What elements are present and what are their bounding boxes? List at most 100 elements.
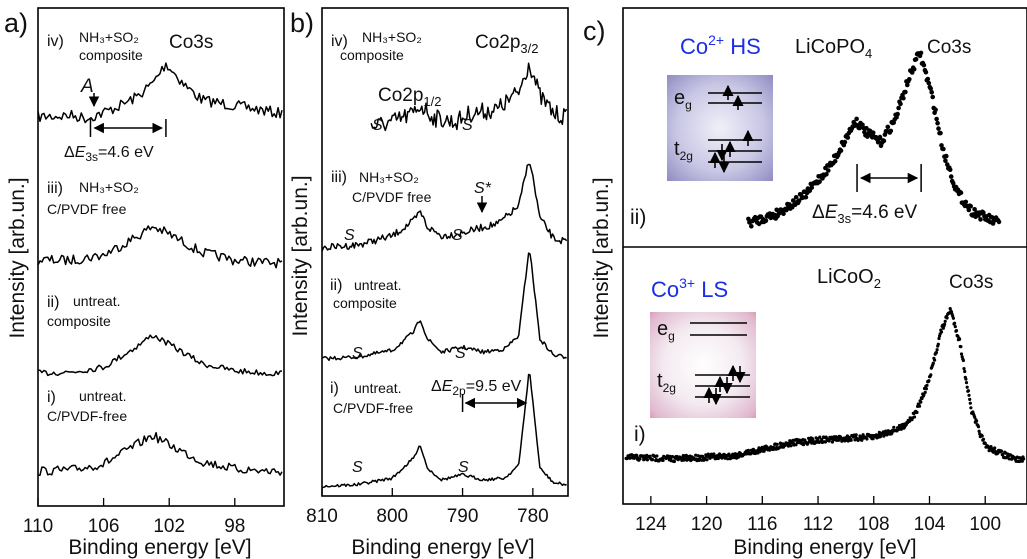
c-i-point-486 <box>929 373 933 377</box>
c-delta-sub: 3s <box>837 211 851 226</box>
c-i-point-427 <box>892 425 896 429</box>
c-i-point-532 <box>958 337 962 341</box>
c-ii-point-111 <box>854 116 859 122</box>
c-ii-point-52 <box>796 198 802 203</box>
c-i-point-559 <box>975 419 979 423</box>
c-i-point-599 <box>1000 449 1004 453</box>
c-i-point-548 <box>968 397 972 401</box>
c-ii-compound-sub: 4 <box>865 46 872 61</box>
b-delta-value: =9.5 eV <box>466 378 522 395</box>
panel-b-x-ticks: 810 800 790 780 <box>306 488 549 527</box>
c-i-point-527 <box>954 329 959 333</box>
c-ii-inset-hs: eg t2g <box>667 75 773 181</box>
c-i-eg-label: eg <box>657 318 675 343</box>
c-i-spin-ion: Co <box>651 277 679 302</box>
c-i-point-544 <box>965 385 969 389</box>
c-i-point-498 <box>936 342 940 346</box>
c-ii-point-133 <box>875 139 881 145</box>
panel-a-frame <box>37 7 285 507</box>
c-i-point-588 <box>993 446 997 450</box>
c-i-point-573 <box>983 441 987 446</box>
b-satellite-label-2: S <box>344 227 355 244</box>
series-b-2-trace <box>321 252 567 362</box>
c-ii-point-146 <box>888 128 894 134</box>
c-ii-t2g-main: t <box>674 138 680 160</box>
c-i-point-6 <box>628 456 632 460</box>
a-x-tick-label-3: 98 <box>224 516 245 537</box>
a-x-tick-label-2: 102 <box>153 516 185 537</box>
panel-a-letter: a) <box>4 8 28 38</box>
c-i-eg-main: e <box>657 318 668 340</box>
c-i-point-464 <box>915 410 919 414</box>
c-ii-point-170 <box>911 66 917 72</box>
c-i-roman: i) <box>634 423 646 446</box>
c-ii-point-223 <box>963 199 969 205</box>
panel-a-x-title: Binding energy [eV] <box>68 536 251 559</box>
c-ii-point-184 <box>925 76 931 82</box>
c-i-point-329 <box>830 440 835 444</box>
b-ii-label1: untreat. <box>354 277 401 293</box>
c-ii-point-99 <box>842 139 848 145</box>
c-ii-point-128 <box>870 130 876 135</box>
c-i-point-147 <box>716 456 720 461</box>
b-i-roman: i) <box>330 380 339 397</box>
c-ii-point-49 <box>793 195 799 200</box>
panel-b-traces <box>321 62 568 489</box>
c-i-point-180 <box>737 454 741 458</box>
b-satellite-label-0: S <box>372 117 383 134</box>
a-iii-label2: C/PVDF free <box>47 201 127 217</box>
c-ii-spin-state: Co2+ HS <box>680 32 761 59</box>
c-ii-point-36 <box>781 211 786 216</box>
c-ii-point-195 <box>936 126 941 131</box>
c-ii-eg-label: eg <box>674 87 692 112</box>
c-i-point-384 <box>865 437 869 441</box>
c-delta-label: ΔE3s=4.6 eV <box>812 202 917 226</box>
c-i-point-115 <box>696 454 700 458</box>
panel-a-traces <box>37 62 283 476</box>
c-ii-point-135 <box>877 134 883 140</box>
c-i-compound-sub: 2 <box>874 276 881 291</box>
a-iv-label2: composite <box>79 47 143 63</box>
b-ii-label2: composite <box>333 295 397 311</box>
c-i-point-509 <box>943 319 947 323</box>
c-ii-point-156 <box>898 101 903 107</box>
panel-b-letter: b) <box>290 8 314 38</box>
c-i-point-42 <box>650 458 655 462</box>
c-ii-point-226 <box>966 207 972 213</box>
c-x-tick-label-4: 108 <box>858 514 890 535</box>
c-i-point-508 <box>943 322 947 326</box>
panel-c-x-title: Binding energy [eV] <box>733 536 916 559</box>
c-x-tick-label-3: 112 <box>803 514 833 535</box>
b-p12-label: Co2p1/2 <box>378 85 442 109</box>
c-i-point-546 <box>966 389 971 393</box>
c-ii-point-208 <box>948 174 954 179</box>
c-ii-eg-sub: g <box>685 98 692 112</box>
c-ii-point-46 <box>790 198 796 203</box>
c-ii-point-18 <box>763 218 769 224</box>
c-x-tick-label-1: 120 <box>691 514 723 535</box>
b-delta-marker <box>461 394 528 412</box>
c-i-point-582 <box>989 445 993 449</box>
panel-c-letter: c) <box>583 16 606 46</box>
c-i-point-59 <box>661 458 665 462</box>
c-ii-point-3 <box>749 224 754 229</box>
panel-c-y-title: Intensity [arb.un.] <box>590 177 613 338</box>
panel-b-frame <box>321 7 569 497</box>
c-i-point-480 <box>925 383 929 387</box>
c-i-point-259 <box>786 444 791 448</box>
c-i-point-568 <box>980 434 984 438</box>
c-ii-point-153 <box>895 111 900 117</box>
panel-a: a) 110 106 102 98 Co3s iv) NH₃+SO₂ composit… <box>4 7 285 559</box>
c-x-tick-label-2: 116 <box>747 514 777 535</box>
panel-b-y-title: Intensity [arb.un.] <box>289 175 312 336</box>
series-a-3-trace <box>38 431 283 476</box>
c-i-point-460 <box>912 415 917 419</box>
c-i-point-524 <box>953 321 957 325</box>
c-ii-eg-main: e <box>674 87 685 109</box>
c-ii-point-182 <box>923 69 929 75</box>
series-a-1-trace <box>37 225 283 269</box>
series-b-1-trace <box>321 163 568 252</box>
b-iv-label1: NH₃+SO₂ <box>362 29 422 45</box>
c-i-point-611 <box>1007 457 1011 461</box>
